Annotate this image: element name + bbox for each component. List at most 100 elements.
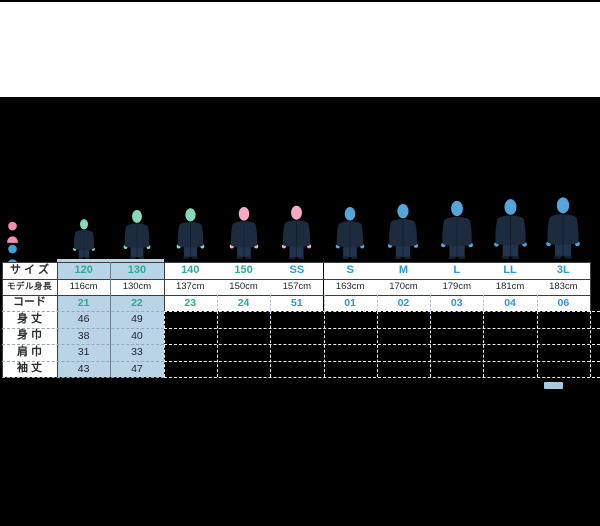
code-140: 23 (163, 294, 217, 311)
size-header-LL[interactable]: LL (483, 262, 537, 279)
model-figure-graphic (494, 199, 527, 259)
top-white-area (0, 2, 600, 97)
highlight-column-cap (57, 259, 164, 262)
row-label-body_width: 身 巾 (2, 327, 57, 344)
row-label-sleeve_length: 袖 丈 (2, 360, 57, 377)
model-figure-graphic (335, 206, 365, 260)
row-label-shoulder_width: 肩 巾 (2, 344, 57, 361)
shoulder_width-150 (217, 344, 270, 361)
sleeve_length-M (377, 361, 430, 378)
code-3L: 06 (536, 294, 590, 311)
sleeve_length-140 (164, 361, 217, 378)
model-height-M: 170cm (376, 278, 431, 295)
body_length-130: 49 (110, 311, 164, 328)
size-header-120[interactable]: 120 (57, 262, 111, 279)
sleeve_length-120: 43 (57, 360, 111, 377)
grid-line-17 (163, 377, 600, 378)
model-figure-130 (121, 209, 153, 260)
code-L: 03 (430, 294, 484, 311)
female-person-icon (7, 221, 18, 243)
shoulder_width-M (377, 344, 430, 361)
sleeve_length-130: 47 (110, 360, 164, 377)
model-figure-graphic (546, 197, 580, 259)
model-height-130: 130cm (110, 278, 164, 295)
model-height-140: 137cm (163, 278, 217, 295)
shoulder_width-120: 31 (57, 344, 111, 361)
size-header-150[interactable]: 150 (216, 262, 271, 279)
sleeve_length-S (324, 361, 377, 378)
grid-line-12 (2, 377, 164, 378)
model-figure-LL (491, 198, 530, 260)
shoulder_width-140 (164, 344, 217, 361)
model-figure-S (333, 206, 367, 260)
model-figure-SS (279, 205, 314, 260)
body_length-150 (217, 311, 270, 328)
shoulder_width-LL (483, 344, 536, 361)
size-header-3L[interactable]: 3L (536, 262, 590, 279)
body_length-M (377, 311, 430, 328)
sleeve_length-150 (217, 361, 270, 378)
model-figure-150 (227, 206, 261, 260)
code-S: 01 (323, 294, 377, 311)
body_width-120: 38 (57, 327, 111, 344)
shoulder_width-L (430, 344, 483, 361)
size-header-M[interactable]: M (376, 262, 431, 279)
sleeve_length-LL (483, 361, 536, 378)
body_length-S (324, 311, 377, 328)
shoulder_width-SS (270, 344, 323, 361)
model-height-SS: 157cm (270, 278, 324, 295)
model-height-150: 150cm (216, 278, 271, 295)
body_width-140 (164, 328, 217, 345)
code-LL: 04 (483, 294, 537, 311)
body_length-LL (483, 311, 536, 328)
code-130: 22 (110, 294, 164, 311)
size-header-L[interactable]: L (430, 262, 484, 279)
body_width-LL (483, 328, 536, 345)
model-height-120: 116cm (57, 278, 111, 295)
body_width-S (324, 328, 377, 345)
shoulder_width-3L (537, 344, 590, 361)
row-label-size: サ イ ズ (2, 262, 57, 279)
model-figure-graphic (387, 203, 419, 260)
body_width-150 (217, 328, 270, 345)
size-header-SS[interactable]: SS (270, 262, 324, 279)
row-label-body_length: 身 丈 (2, 311, 57, 328)
grid-line-7 (590, 262, 591, 311)
model-figure-120 (71, 218, 97, 260)
sleeve_length-SS (270, 361, 323, 378)
body_width-M (377, 328, 430, 345)
model-figure-graphic (176, 208, 205, 259)
model-figure-140 (174, 207, 207, 260)
body_width-L (430, 328, 483, 345)
body_width-SS (270, 328, 323, 345)
body_length-120: 46 (57, 311, 111, 328)
body_width-130: 40 (110, 327, 164, 344)
model-height-S: 163cm (323, 278, 377, 295)
body_length-3L (537, 311, 590, 328)
model-figure-graphic (123, 210, 151, 259)
model-figure-3L (543, 196, 583, 260)
shoulder_width-130: 33 (110, 344, 164, 361)
body_length-L (430, 311, 483, 328)
model-height-3L: 183cm (536, 278, 590, 295)
sleeve_length-L (430, 361, 483, 378)
model-figure-graphic (73, 219, 95, 259)
size-header-130[interactable]: 130 (110, 262, 164, 279)
model-figure-M (385, 203, 421, 260)
model-figure-L (438, 200, 476, 260)
size-header-S[interactable]: S (323, 262, 377, 279)
model-figure-graphic (281, 205, 312, 260)
code-150: 24 (216, 294, 271, 311)
body_length-140 (164, 311, 217, 328)
code-M: 02 (376, 294, 431, 311)
legend-gender-icons (6, 221, 20, 266)
size-header-140[interactable]: 140 (163, 262, 217, 279)
horizontal-scrollbar-thumb[interactable] (544, 382, 563, 389)
code-120: 21 (57, 294, 111, 311)
body_width-3L (537, 328, 590, 345)
shoulder_width-S (324, 344, 377, 361)
model-height-L: 179cm (430, 278, 484, 295)
model-figure-graphic (229, 206, 259, 260)
row-label-model_height: モデル身長 (2, 278, 57, 295)
